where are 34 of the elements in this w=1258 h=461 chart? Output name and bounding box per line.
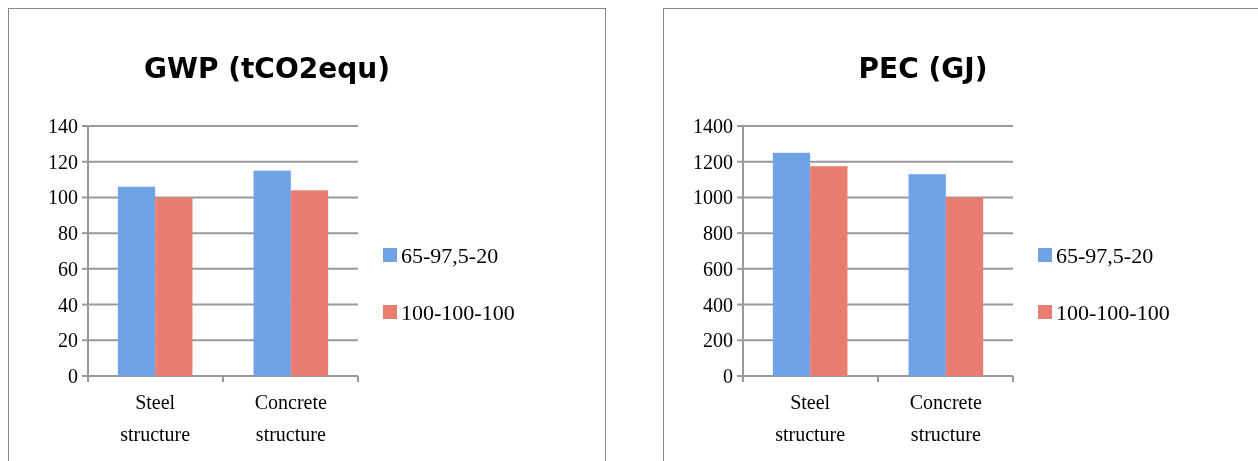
y-tick-label: 140 [48,115,78,137]
bar [908,174,946,376]
bar [253,170,291,376]
y-tick-label: 1400 [693,115,733,137]
x-tick-label: Concrete structure [909,391,983,445]
chart-title: PEC (GJ) [858,52,988,85]
x-tick-label: Steel structure [775,391,846,445]
chart-title: GWP (tCO2equ) [144,52,390,85]
y-tick-label: 60 [58,257,78,280]
bar [810,166,848,376]
legend-label: 65-97,5-20 [1056,242,1154,268]
legend-label: 65-97,5-20 [401,242,499,268]
legend-label: 100-100-100 [401,299,515,325]
x-tick-label: Concrete structure [254,391,328,445]
y-tick-label: 1200 [693,150,733,173]
y-tick-label: 200 [703,329,733,352]
y-tick-label: 800 [703,222,733,245]
y-tick-label: 40 [58,293,78,316]
y-tick-label: 1000 [693,186,733,209]
bar [290,190,329,376]
bar [155,197,193,376]
y-tick-label: 600 [703,257,733,280]
y-tick-label: 0 [723,365,733,387]
y-tick-label: 120 [48,150,78,173]
bar [945,197,984,376]
bar [117,186,156,376]
y-tick-label: 0 [68,365,78,387]
y-tick-label: 20 [58,329,78,352]
y-tick-label: 80 [58,222,78,245]
y-tick-label: 100 [48,186,78,209]
y-tick-label: 400 [703,293,733,316]
legend-label: 100-100-100 [1056,299,1170,325]
x-tick-label: Steel structure [120,391,191,445]
bar [772,152,811,376]
